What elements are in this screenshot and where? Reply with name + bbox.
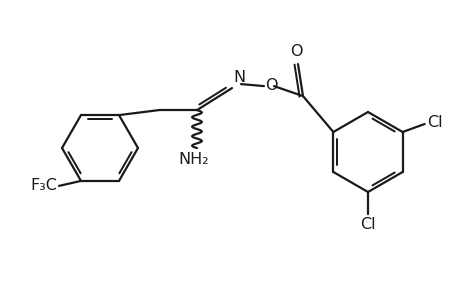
Text: O: O — [264, 78, 277, 93]
Text: F₃C: F₃C — [30, 178, 57, 194]
Text: NH₂: NH₂ — [179, 152, 209, 167]
Text: Cl: Cl — [359, 217, 375, 232]
Text: N: N — [233, 70, 245, 85]
Text: O: O — [289, 44, 302, 59]
Text: Cl: Cl — [425, 115, 441, 130]
